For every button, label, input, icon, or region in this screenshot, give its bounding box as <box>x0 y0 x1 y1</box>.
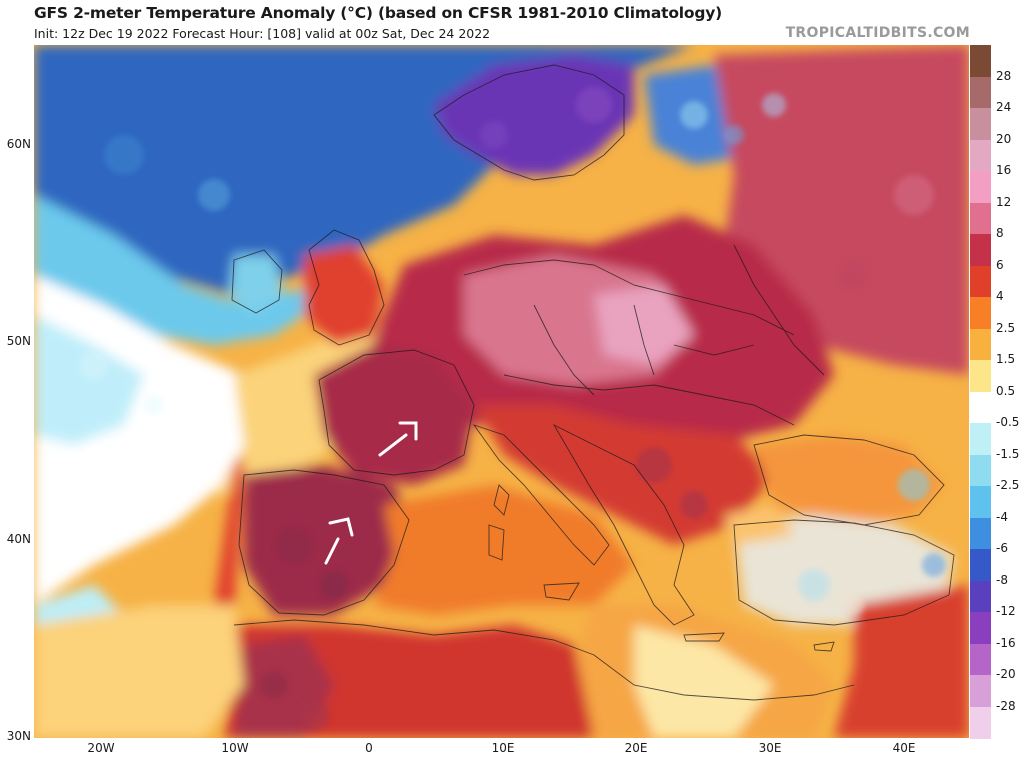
iberia-coast <box>238 469 410 616</box>
balkans-coast <box>552 423 695 626</box>
colorbar-segment <box>970 549 991 582</box>
colorbar-segment <box>970 171 991 204</box>
colorbar-segment <box>970 45 991 78</box>
lon-label: 10E <box>491 741 515 755</box>
colorbar-label: -0.5 <box>996 415 1020 429</box>
colorbar-label: -28 <box>996 698 1016 713</box>
colorbar-segment <box>970 391 991 424</box>
ireland-coast <box>231 249 283 314</box>
colorbar-segment <box>970 202 991 235</box>
france-warm <box>314 345 474 485</box>
arrow-france <box>378 421 418 457</box>
turkey-coast <box>733 519 955 626</box>
colorbar-label: 0.5 <box>996 383 1016 398</box>
colorbar-segment <box>970 486 991 519</box>
north-africa-coast <box>233 619 855 701</box>
map-title: GFS 2-meter Temperature Anomaly (°C) (ba… <box>34 4 723 22</box>
colorbar-label: 24 <box>996 100 1012 114</box>
lon-label: 10W <box>221 741 249 755</box>
sardinia <box>488 524 505 561</box>
arrow-spain <box>324 517 354 565</box>
lon-label: 40E <box>892 741 916 755</box>
france-border <box>318 349 475 476</box>
atlantic-cool-band <box>34 195 364 345</box>
lat-label: 40N <box>6 532 31 546</box>
colorbar-label: -12 <box>996 604 1016 618</box>
colorbar-segment <box>970 139 991 172</box>
colorbar-segment <box>970 612 991 645</box>
colorbar-segment <box>970 234 991 267</box>
colorbar-segment <box>970 580 991 613</box>
colorbar-segment <box>970 643 991 676</box>
colorbar-label: 20 <box>996 131 1012 146</box>
western-med-warm <box>374 485 634 615</box>
iberia-warm <box>244 465 414 615</box>
arrow-annotations <box>324 421 418 565</box>
colorbar-segment <box>970 265 991 298</box>
italy-coast <box>472 424 610 566</box>
crete <box>683 632 725 642</box>
black-sea-warm <box>754 435 944 525</box>
colorbar-segment <box>970 108 991 141</box>
colorbar-label: 16 <box>996 163 1012 177</box>
colorbar-segment <box>970 423 991 456</box>
lon-label: 30E <box>758 741 782 755</box>
scandinavia-coast <box>433 64 625 181</box>
colorbar-label: 8 <box>996 226 1004 240</box>
lon-label: 20E <box>624 741 648 755</box>
lon-label: 20W <box>87 741 115 755</box>
colorbar-label: -6 <box>996 541 1008 555</box>
colorbar-segment <box>970 706 991 739</box>
lat-label: 50N <box>6 334 31 348</box>
lat-label: 30N <box>6 729 31 743</box>
colorbar-label: 1.5 <box>996 352 1016 366</box>
colorbar-label: 12 <box>996 194 1012 209</box>
britain-coast <box>308 229 385 346</box>
black-sea-coast <box>753 434 945 526</box>
lat-label: 60N <box>6 137 31 151</box>
anomaly-map <box>34 45 969 738</box>
colorbar-label: -2.5 <box>996 478 1020 492</box>
colorbar-label: -20 <box>996 667 1016 681</box>
aegean-neutral <box>634 625 774 738</box>
cool-patches-west <box>34 315 144 445</box>
colorbar-label: 4 <box>996 289 1004 303</box>
colorbar-label: -4 <box>996 509 1008 524</box>
brand-watermark: TROPICALTIDBITS.COM <box>785 25 970 41</box>
colorbar-segment <box>970 454 991 487</box>
lon-label: 0 <box>365 741 373 755</box>
colorbar-segment <box>970 76 991 109</box>
colorbar-label: -16 <box>996 635 1016 650</box>
colorbar-label: 28 <box>996 68 1012 83</box>
colorbar <box>970 45 991 739</box>
sicily <box>543 582 580 601</box>
colorbar-segment <box>970 297 991 330</box>
colorbar-label: 6 <box>996 257 1004 272</box>
map-subtitle: Init: 12z Dec 19 2022 Forecast Hour: [10… <box>34 26 491 41</box>
colorbar-label: 2.5 <box>996 320 1016 335</box>
britain-warm <box>304 245 384 345</box>
iberia-fringe <box>214 455 244 615</box>
atlantic-southwest <box>34 605 244 738</box>
colorbar-segment <box>970 675 991 708</box>
cyprus <box>813 641 835 652</box>
colorbar-segment <box>970 328 991 361</box>
texture-speckle <box>80 87 946 731</box>
levant-warm <box>834 585 969 738</box>
colorbar-segment <box>970 360 991 393</box>
colorbar-label: -1.5 <box>996 446 1020 461</box>
colorbar-label: -8 <box>996 572 1008 587</box>
colorbar-segment <box>970 517 991 550</box>
central-europe-borders <box>463 244 825 426</box>
turkey-fringe <box>724 505 794 545</box>
coastlines-borders <box>231 64 955 701</box>
ireland-cool <box>229 255 284 315</box>
czech-pink-core <box>594 285 694 365</box>
corsica <box>493 484 510 516</box>
